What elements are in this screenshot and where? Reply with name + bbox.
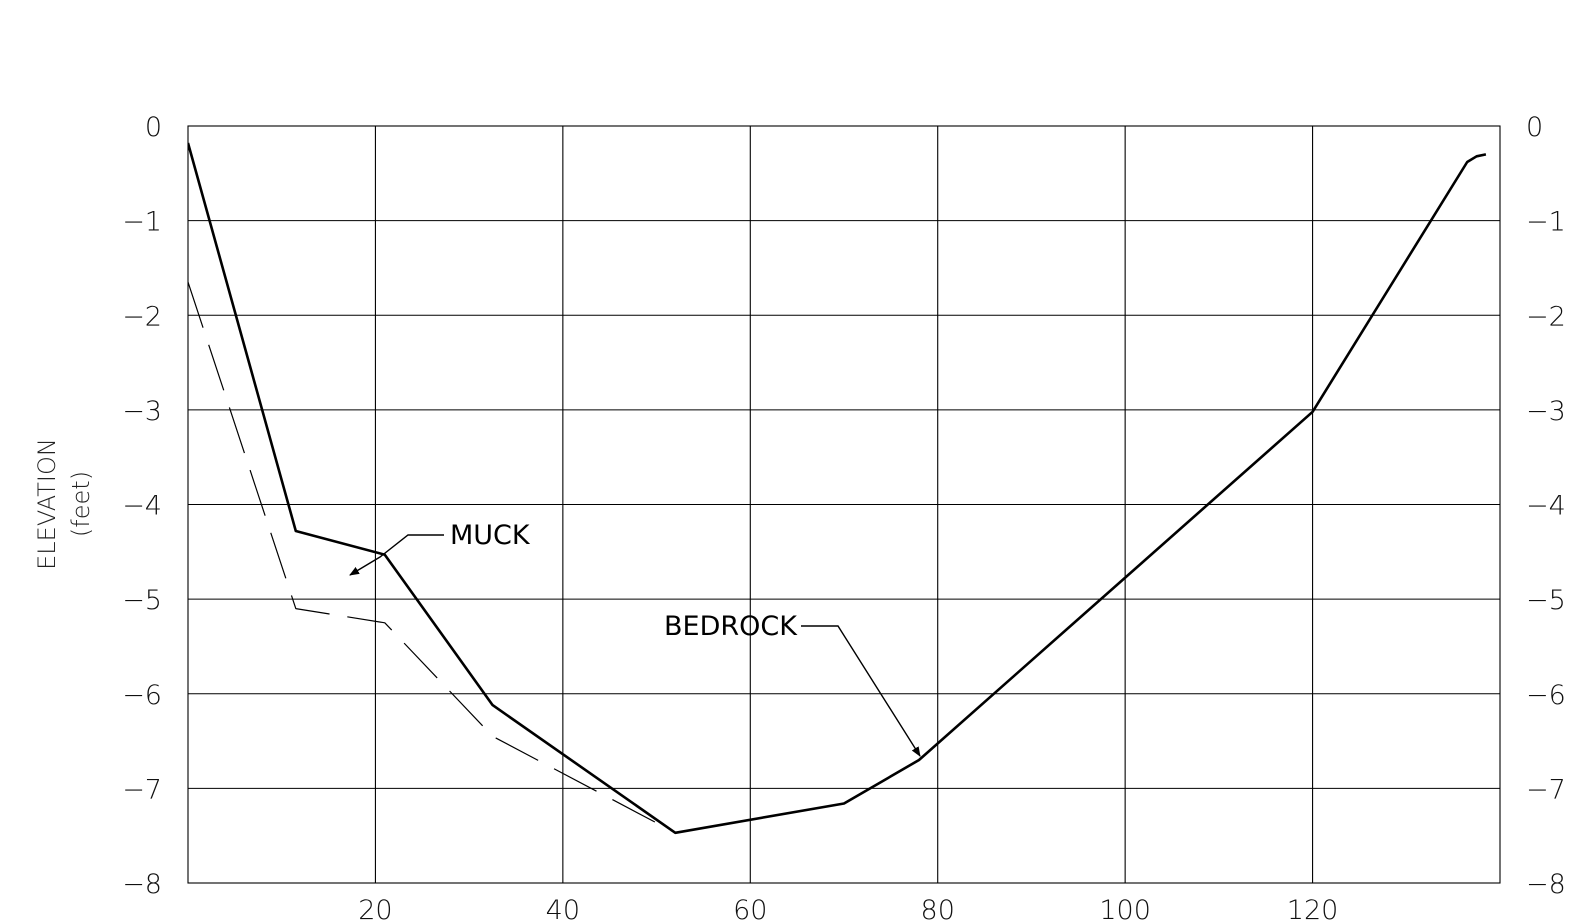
- x-axis-ticks: 20 40 60 80 100 120: [358, 895, 1338, 923]
- y-tick-label-left: −5: [122, 585, 162, 616]
- y-tick-label-left: 0: [145, 112, 162, 143]
- y-tick-label-left: −2: [122, 301, 162, 332]
- x-tick-label: 20: [358, 895, 392, 923]
- y-axis-label: ELEVATION: [33, 438, 61, 570]
- annotation-bedrock: BEDROCK: [664, 611, 921, 757]
- y-tick-label-left: −7: [122, 774, 162, 805]
- y-tick-label-right: −7: [1526, 774, 1566, 805]
- y-tick-label-right: 0: [1526, 112, 1543, 143]
- muck-label: MUCK: [450, 520, 531, 551]
- y-tick-label-left: −6: [122, 680, 162, 711]
- annotation-muck: MUCK: [349, 520, 531, 576]
- x-tick-label: 80: [921, 895, 955, 923]
- y-tick-label-right: −1: [1526, 207, 1566, 238]
- bedrock-leader-line: [801, 625, 921, 757]
- y-tick-label-right: −3: [1526, 396, 1566, 427]
- x-tick-label: 60: [733, 895, 767, 923]
- y-tick-label-left: −8: [122, 869, 162, 900]
- x-tick-label: 120: [1287, 895, 1339, 923]
- series-group: [188, 142, 1487, 835]
- series-line-bedrock: [188, 281, 676, 834]
- y-axis-left-ticks: 0 −1 −2 −3 −4 −5 −6 −7 −8: [122, 112, 162, 900]
- y-axis-unit: (feet): [67, 471, 95, 537]
- y-tick-label-right: −5: [1526, 585, 1566, 616]
- y-tick-label-right: −8: [1526, 869, 1566, 900]
- y-tick-label-left: −3: [122, 396, 162, 427]
- x-tick-label: 40: [546, 895, 580, 923]
- y-tick-label-left: −1: [122, 207, 162, 238]
- x-tick-label: 100: [1099, 895, 1151, 923]
- y-tick-label-right: −4: [1526, 491, 1566, 522]
- muck-leader-line: [349, 534, 444, 576]
- y-axis-right-ticks: 0 −1 −2 −3 −4 −5 −6 −7 −8: [1526, 112, 1566, 900]
- y-axis-title: ELEVATION (feet): [33, 438, 95, 570]
- y-tick-label-right: −6: [1526, 680, 1566, 711]
- y-tick-label-left: −4: [122, 491, 162, 522]
- gridlines: [188, 126, 1500, 883]
- series-line-muck: [188, 142, 1487, 835]
- y-tick-label-right: −2: [1526, 301, 1566, 332]
- bedrock-label: BEDROCK: [664, 611, 798, 642]
